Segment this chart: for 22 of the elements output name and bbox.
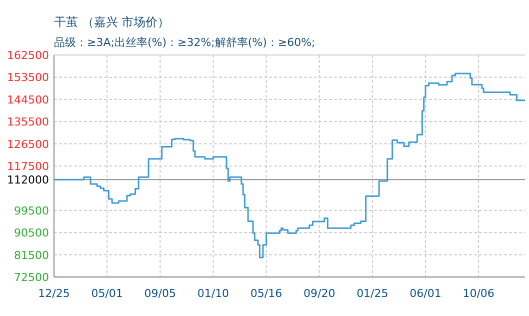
y-tick-label: 99500 [14,204,49,218]
chart-title: 干茧 （嘉兴 市场价） [54,15,170,29]
x-tick-label: 06/01 [410,287,442,300]
y-tick-label: 144500 [7,93,49,106]
x-tick-label: 10/06 [462,287,494,300]
y-tick-label: 117500 [7,160,49,173]
y-tick-label: 135500 [7,116,49,129]
ref-line-label: 112000 [7,174,49,187]
x-tick-label: 05/01 [91,287,123,300]
x-tick-label: 05/16 [250,287,282,300]
x-tick-label: 12/25 [38,287,70,300]
x-tick-label: 01/25 [356,287,388,300]
x-tick-label: 01/10 [197,287,230,300]
y-tick-label: 72500 [14,271,49,284]
chart-subtitle: 品级：≥3A;出丝率(%)：≥32%;解舒率(%)：≥60%; [54,36,316,49]
x-tick-label: 09/20 [304,287,336,300]
y-tick-label: 126500 [7,138,49,151]
y-tick-label: 153500 [7,71,49,84]
x-tick-label: 09/05 [144,287,176,300]
y-tick-label: 90500 [14,226,49,240]
y-tick-label: 81500 [14,248,49,262]
y-tick-label: 162500 [7,49,49,62]
